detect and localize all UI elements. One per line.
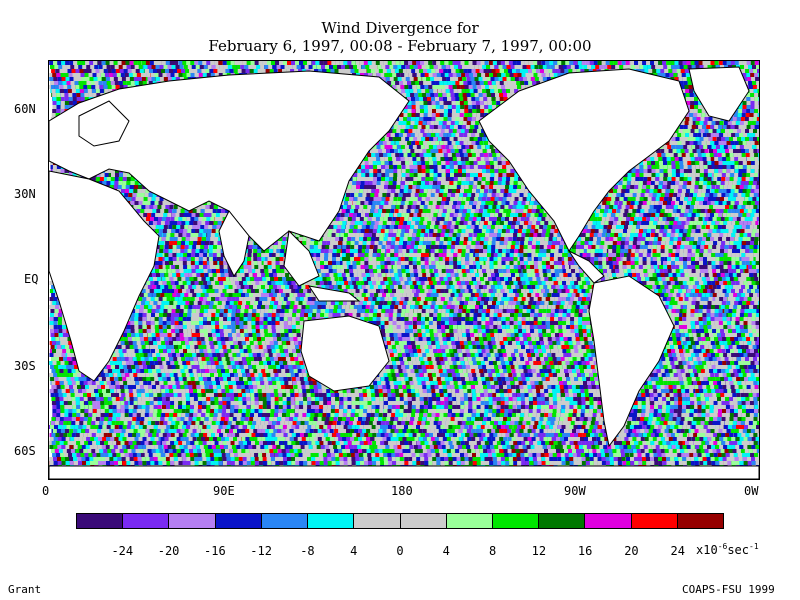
- lat-label-60s: 60S: [14, 444, 36, 458]
- colorbar-swatch: [123, 514, 170, 528]
- colorbar-tick-label: 8: [473, 544, 513, 558]
- colorbar-swatch: [492, 514, 540, 528]
- colorbar-tick-label: -12: [241, 544, 281, 558]
- colorbar-tick-label: 20: [611, 544, 651, 558]
- landmass: [307, 285, 361, 302]
- landmass: [78, 100, 130, 147]
- lat-label-30n: 30N: [14, 187, 36, 201]
- lon-label-90w: 90W: [564, 484, 586, 498]
- units-exponent-1: -6: [718, 542, 728, 551]
- lat-label-60n: 60N: [14, 102, 36, 116]
- landmass: [567, 249, 605, 284]
- colorbar-tick-label: -20: [149, 544, 189, 558]
- colorbar-tick-label: -16: [195, 544, 235, 558]
- colorbar-swatch: [585, 514, 632, 528]
- colorbar-swatch: [215, 514, 262, 528]
- lon-label-0: 0: [42, 484, 49, 498]
- landmass: [283, 229, 320, 287]
- map-canvas: [49, 61, 759, 479]
- colorbar-swatch: [169, 514, 216, 528]
- landmass: [688, 66, 750, 122]
- colorbar-tick-label: 0: [380, 544, 420, 558]
- landmass: [588, 275, 675, 448]
- colorbar-swatch: [631, 514, 678, 528]
- landmass: [478, 68, 690, 252]
- colorbar-swatch: [308, 514, 355, 528]
- colorbar: [76, 513, 724, 529]
- map-title-line-2: February 6, 1997, 00:08 - February 7, 19…: [0, 38, 800, 55]
- colorbar-tick-label: 24: [658, 544, 698, 558]
- colorbar-swatch: [677, 514, 724, 528]
- colorbar-swatch: [446, 514, 493, 528]
- colorbar-units: x10-6sec-1: [696, 542, 759, 557]
- divergence-map: [48, 60, 760, 480]
- lat-label-30s: 30S: [14, 359, 36, 373]
- lon-label-180: 180: [391, 484, 413, 498]
- colorbar-swatch: [261, 514, 309, 528]
- credit-author: Grant: [8, 583, 41, 596]
- units-exponent-2: -1: [749, 542, 759, 551]
- lon-label-0w: 0W: [744, 484, 758, 498]
- landmass: [49, 465, 759, 479]
- lat-label-eq: EQ: [24, 272, 38, 286]
- colorbar-tick-label: 12: [519, 544, 559, 558]
- units-prefix: x10: [696, 543, 718, 557]
- landmass: [300, 315, 390, 392]
- landmass: [218, 210, 250, 277]
- landmass: [49, 170, 160, 382]
- map-title-line-1: Wind Divergence for: [0, 20, 800, 37]
- colorbar-tick-label: -8: [287, 544, 327, 558]
- colorbar-swatch: [354, 514, 401, 528]
- colorbar-tick-label: 16: [565, 544, 605, 558]
- coastlines: [49, 66, 759, 479]
- colorbar-tick-label: 4: [426, 544, 466, 558]
- units-mid: sec: [727, 543, 749, 557]
- credit-org: COAPS-FSU 1999: [682, 583, 775, 596]
- colorbar-swatch: [539, 514, 586, 528]
- colorbar-swatch: [77, 514, 124, 528]
- colorbar-swatch: [400, 514, 447, 528]
- colorbar-tick-label: 4: [334, 544, 374, 558]
- lon-label-90e: 90E: [213, 484, 235, 498]
- colorbar-tick-label: -24: [102, 544, 142, 558]
